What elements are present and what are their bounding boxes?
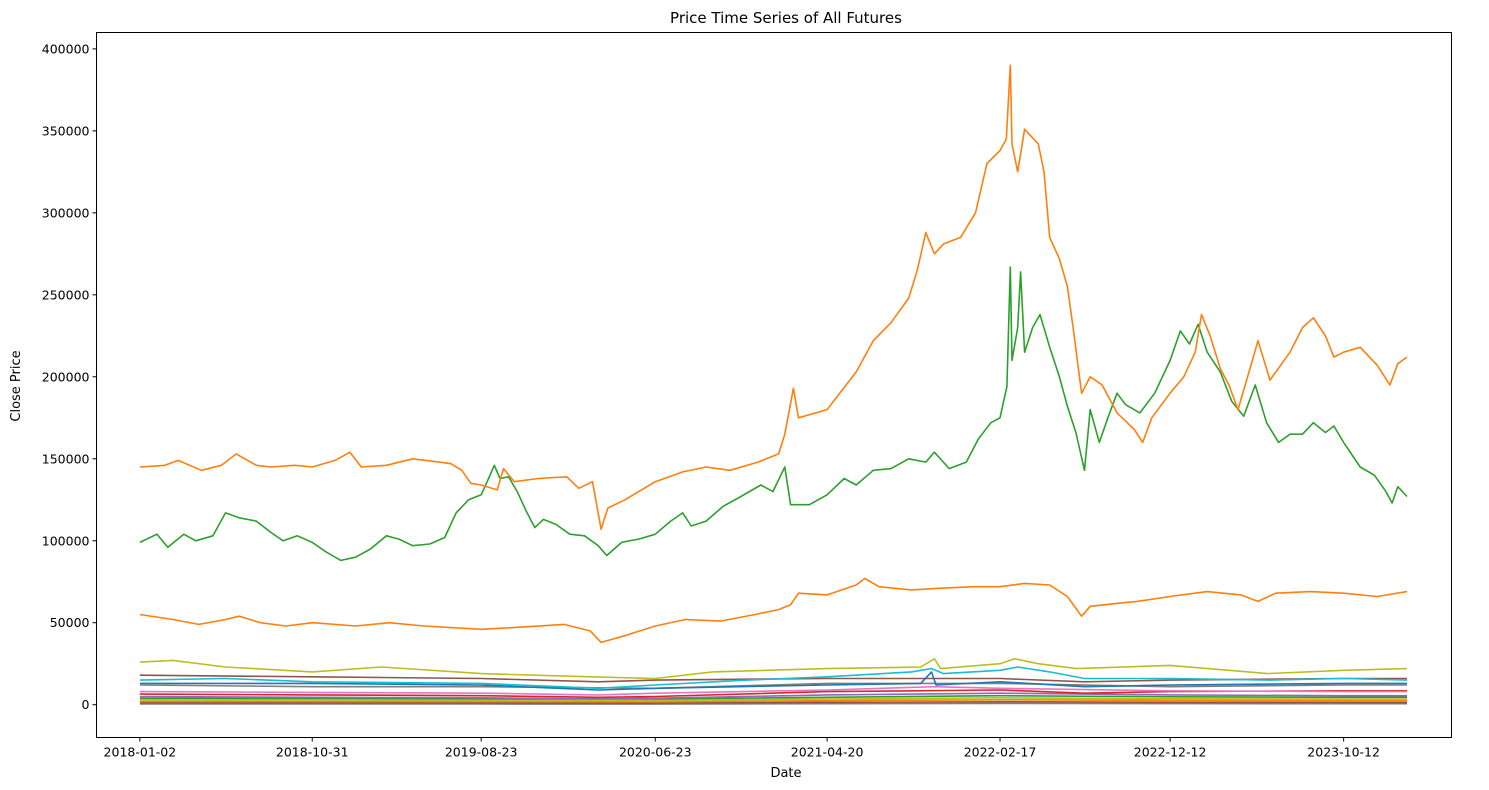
x-tick-label: 2022-12-12 bbox=[1134, 745, 1207, 760]
series-line bbox=[139, 702, 1408, 705]
y-tick-label: 400000 bbox=[42, 41, 90, 56]
series-line bbox=[139, 64, 1408, 531]
chart-title: Price Time Series of All Futures bbox=[670, 9, 902, 27]
x-tick-label: 2018-01-02 bbox=[104, 745, 177, 760]
x-tick-label: 2019-08-23 bbox=[445, 745, 518, 760]
x-axis: 2018-01-02 2018-10-31 2019-08-23 2020-06-23… bbox=[104, 737, 1380, 760]
series-line bbox=[139, 694, 1407, 700]
y-tick-label: 0 bbox=[82, 697, 90, 712]
series-line bbox=[139, 266, 1408, 562]
series-line bbox=[139, 577, 1408, 644]
series-line bbox=[139, 658, 1408, 680]
series-line bbox=[139, 682, 1407, 690]
y-tick-label: 200000 bbox=[42, 369, 90, 384]
x-tick-label: 2018-10-31 bbox=[276, 745, 349, 760]
y-tick-label: 100000 bbox=[42, 533, 90, 548]
y-tick-label: 350000 bbox=[42, 123, 90, 138]
series-line bbox=[139, 697, 1407, 702]
plot-frame bbox=[96, 32, 1452, 738]
x-tick-label: 2020-06-23 bbox=[619, 745, 692, 760]
x-axis-label: Date bbox=[770, 766, 801, 781]
y-axis-label: Close Price bbox=[9, 350, 24, 421]
series-line bbox=[139, 671, 1407, 691]
y-tick-label: 250000 bbox=[42, 287, 90, 302]
series-line bbox=[139, 692, 1407, 700]
series-line bbox=[139, 685, 1407, 696]
series-line bbox=[139, 699, 1408, 703]
series-line bbox=[139, 666, 1408, 690]
x-tick-label: 2021-04-20 bbox=[791, 745, 864, 760]
x-tick-label: 2023-10-12 bbox=[1307, 745, 1380, 760]
y-tick-label: 300000 bbox=[42, 205, 90, 220]
series-layer bbox=[139, 64, 1408, 705]
y-tick-label: 150000 bbox=[42, 451, 90, 466]
series-line bbox=[139, 701, 1408, 704]
y-axis: 0 50000 100000 150000 200000 250000 300000 3500… bbox=[42, 41, 97, 712]
y-tick-label: 50000 bbox=[50, 615, 90, 630]
x-tick-label: 2022-02-17 bbox=[964, 745, 1037, 760]
